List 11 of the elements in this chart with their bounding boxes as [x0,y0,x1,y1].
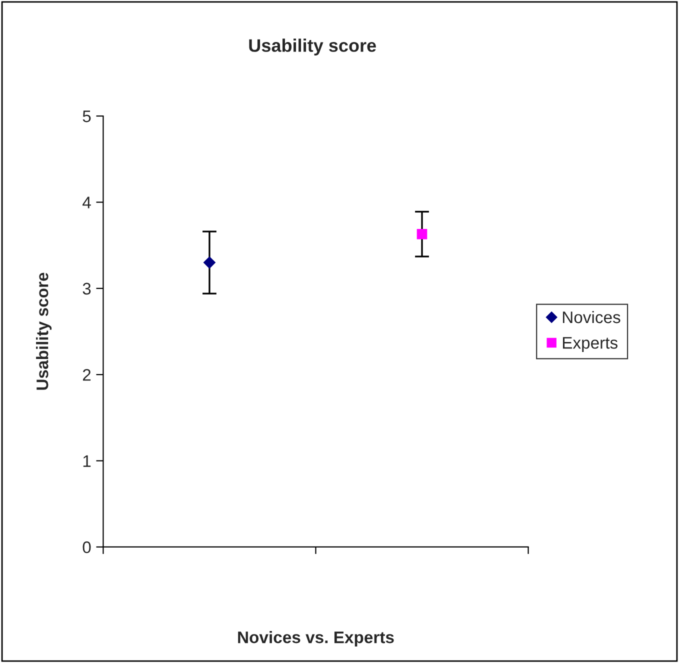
x-axis-title: Novices vs. Experts [238,631,394,647]
legend-label: Experts [562,337,618,352]
y-tick-label: 1 [83,455,91,467]
y-tick-label: 4 [82,196,91,208]
y-tick-label: 0 [82,541,91,554]
y-tick-label: 2 [82,368,91,381]
y-tick-label: 3 [82,282,91,295]
legend-label: Novices [562,310,620,324]
chart-title: Usability score [249,38,376,56]
y-tick-label: 5 [82,110,91,122]
y-axis-title: Usability score [36,272,52,390]
